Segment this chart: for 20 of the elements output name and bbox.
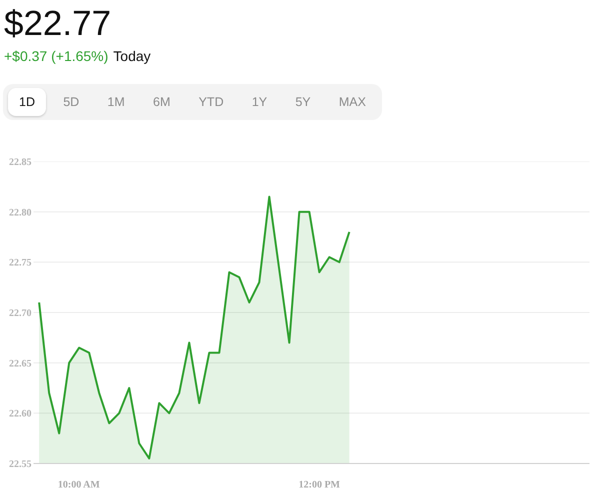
y-tick-label: 22.85 (9, 157, 32, 168)
chart-subtitle: +$0.37 (+1.65%) (4, 48, 108, 64)
y-tick-label: 22.65 (9, 358, 32, 370)
text: Today (113, 48, 151, 64)
y-tick-label: 22.55 (9, 459, 32, 470)
y-tick-label: 22.70 (9, 308, 32, 319)
range-button: 1D (8, 88, 46, 116)
range-button: 5Y (284, 88, 322, 116)
range-button: YTD (188, 88, 235, 116)
range-button: 1M (96, 88, 136, 116)
x-tick-label: 12:00 PM (298, 480, 341, 490)
chart-title: $22.77 (4, 4, 112, 43)
y-tick-label: 22.80 (9, 207, 32, 218)
range-button: 5D (52, 88, 90, 116)
y-tick-label: 22.75 (9, 258, 32, 269)
range-button: MAX (328, 88, 377, 116)
range-button: 1Y (240, 88, 278, 116)
x-tick-label: 10:00 AM (58, 480, 100, 490)
y-tick-label: 22.60 (9, 408, 32, 420)
range-button: 6M (142, 88, 182, 116)
